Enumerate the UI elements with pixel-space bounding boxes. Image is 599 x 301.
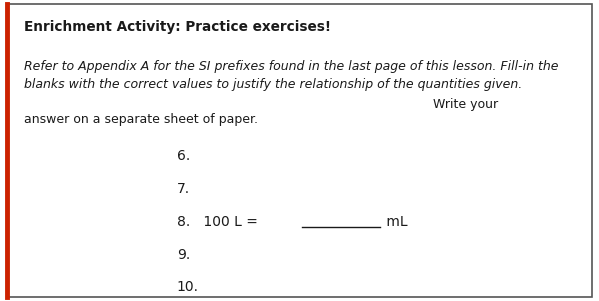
Text: 8.   100 L =: 8. 100 L =	[177, 215, 262, 229]
Text: 6.: 6.	[177, 149, 190, 163]
Text: answer on a separate sheet of paper.: answer on a separate sheet of paper.	[24, 113, 258, 126]
Text: 9.: 9.	[177, 248, 190, 262]
Text: Refer to Appendix A for the SI prefixes found in the last page of this lesson. F: Refer to Appendix A for the SI prefixes …	[24, 60, 558, 91]
Text: 7.: 7.	[177, 182, 190, 196]
Text: mL: mL	[382, 215, 407, 229]
FancyBboxPatch shape	[7, 4, 592, 297]
Text: Write your: Write your	[429, 98, 498, 111]
Text: 10.: 10.	[177, 280, 199, 294]
Text: Enrichment Activity: Practice exercises!: Enrichment Activity: Practice exercises!	[24, 20, 331, 34]
